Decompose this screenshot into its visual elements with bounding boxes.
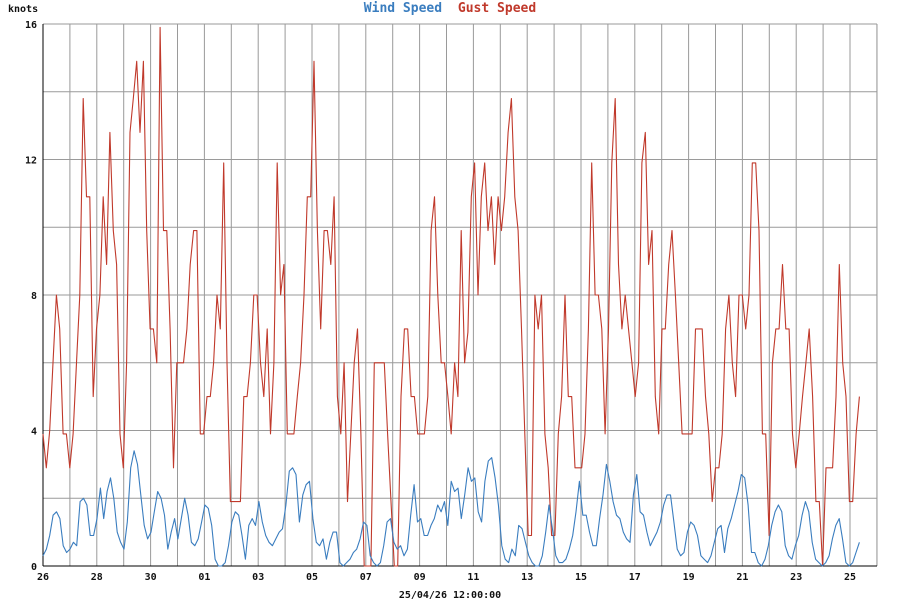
grid-lines — [42, 23, 878, 567]
x-axis-timestamp-label: 25/04/26 12:00:00 — [399, 590, 501, 600]
chart-title: Wind Speed Gust Speed — [364, 1, 536, 16]
y-tick-label: 12 — [25, 156, 37, 167]
y-tick-label: 8 — [31, 291, 37, 302]
x-tick-label: 28 — [91, 572, 103, 583]
y-tick-label: 16 — [25, 20, 37, 31]
y-tick-label: 4 — [31, 427, 37, 438]
x-tick-label: 30 — [145, 572, 157, 583]
x-tick-label: 26 — [37, 572, 49, 583]
axes — [42, 24, 877, 567]
x-tick-label: 19 — [683, 572, 695, 583]
x-tick-label: 03 — [252, 572, 264, 583]
title-wind-speed: Wind Speed — [364, 1, 442, 16]
title-gust-speed: Gust Speed — [458, 1, 536, 16]
x-tick-label: 09 — [414, 572, 426, 583]
x-tick-label: 07 — [360, 572, 372, 583]
x-tick-label: 23 — [790, 572, 802, 583]
x-tick-label: 11 — [467, 572, 479, 583]
x-tick-label: 05 — [306, 572, 318, 583]
x-tick-label: 13 — [521, 572, 533, 583]
y-axis-unit-label: knots — [8, 4, 38, 15]
x-tick-label: 17 — [629, 572, 641, 583]
series-lines — [42, 26, 860, 567]
x-tick-label: 21 — [736, 572, 748, 583]
gust-speed-line — [42, 26, 860, 567]
wind-speed-line — [42, 450, 860, 567]
x-tick-label: 25 — [844, 572, 856, 583]
y-tick-label: 0 — [31, 562, 37, 573]
tick-labels: 0 4 8 12 16 26 28 30 01 03 05 07 09 11 13 15 17 19 21 23 25 — [25, 20, 856, 583]
x-tick-label: 15 — [575, 572, 587, 583]
x-tick-label: 01 — [198, 572, 210, 583]
